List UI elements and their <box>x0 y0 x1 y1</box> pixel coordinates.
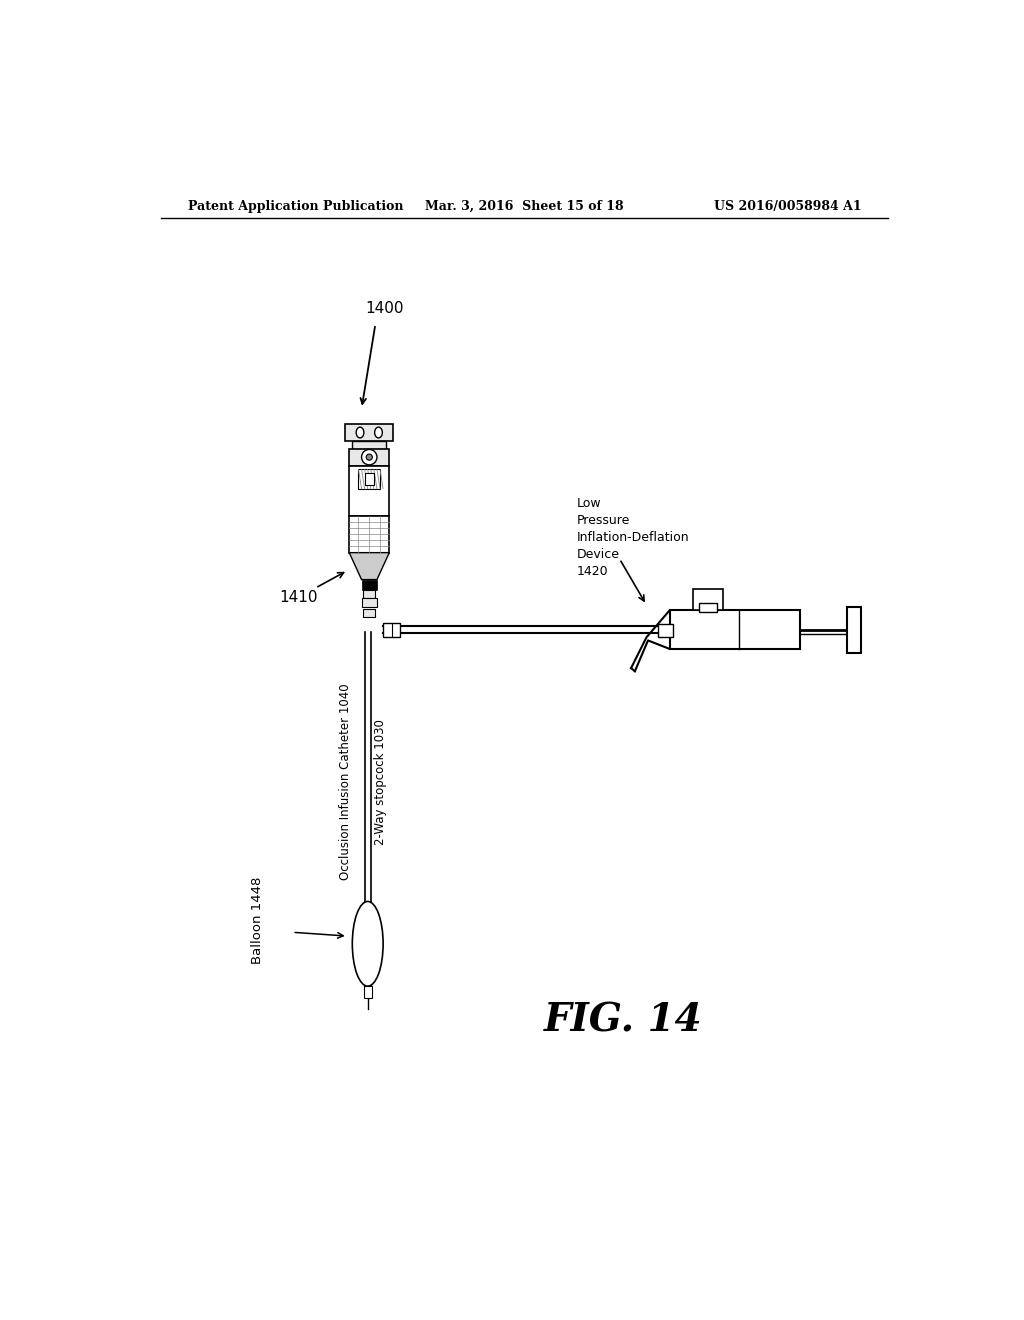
Polygon shape <box>349 553 389 579</box>
Ellipse shape <box>356 428 364 438</box>
Bar <box>349 516 389 553</box>
Circle shape <box>361 449 377 465</box>
Bar <box>692 589 724 610</box>
Text: US 2016/0058984 A1: US 2016/0058984 A1 <box>715 199 862 213</box>
Bar <box>361 579 377 590</box>
Text: Balloon 1448: Balloon 1448 <box>251 876 264 965</box>
Bar <box>352 441 386 449</box>
Ellipse shape <box>352 902 383 986</box>
Text: 1410: 1410 <box>280 590 317 605</box>
Bar <box>349 449 389 466</box>
Bar <box>358 470 380 488</box>
Bar <box>364 609 376 616</box>
Bar <box>364 590 376 598</box>
Circle shape <box>367 454 373 461</box>
Bar <box>670 610 801 649</box>
Bar <box>349 466 389 516</box>
Bar <box>383 623 400 636</box>
Bar <box>847 607 860 653</box>
Bar <box>698 603 717 612</box>
Text: Patent Application Publication: Patent Application Publication <box>188 199 403 213</box>
Text: 2-Way stopcock 1030: 2-Way stopcock 1030 <box>374 719 387 845</box>
Text: FIG. 14: FIG. 14 <box>544 1002 702 1040</box>
Text: 1400: 1400 <box>366 301 403 315</box>
Bar <box>365 474 374 484</box>
Text: Occlusion Infusion Catheter 1040: Occlusion Infusion Catheter 1040 <box>339 684 352 880</box>
Bar <box>361 598 377 607</box>
Text: Low
Pressure
Inflation-Deflation
Device
1420: Low Pressure Inflation-Deflation Device … <box>578 498 690 578</box>
Bar <box>658 624 674 636</box>
Ellipse shape <box>375 428 382 438</box>
Text: Mar. 3, 2016  Sheet 15 of 18: Mar. 3, 2016 Sheet 15 of 18 <box>426 199 624 213</box>
Bar <box>364 986 372 998</box>
Bar <box>345 424 393 441</box>
